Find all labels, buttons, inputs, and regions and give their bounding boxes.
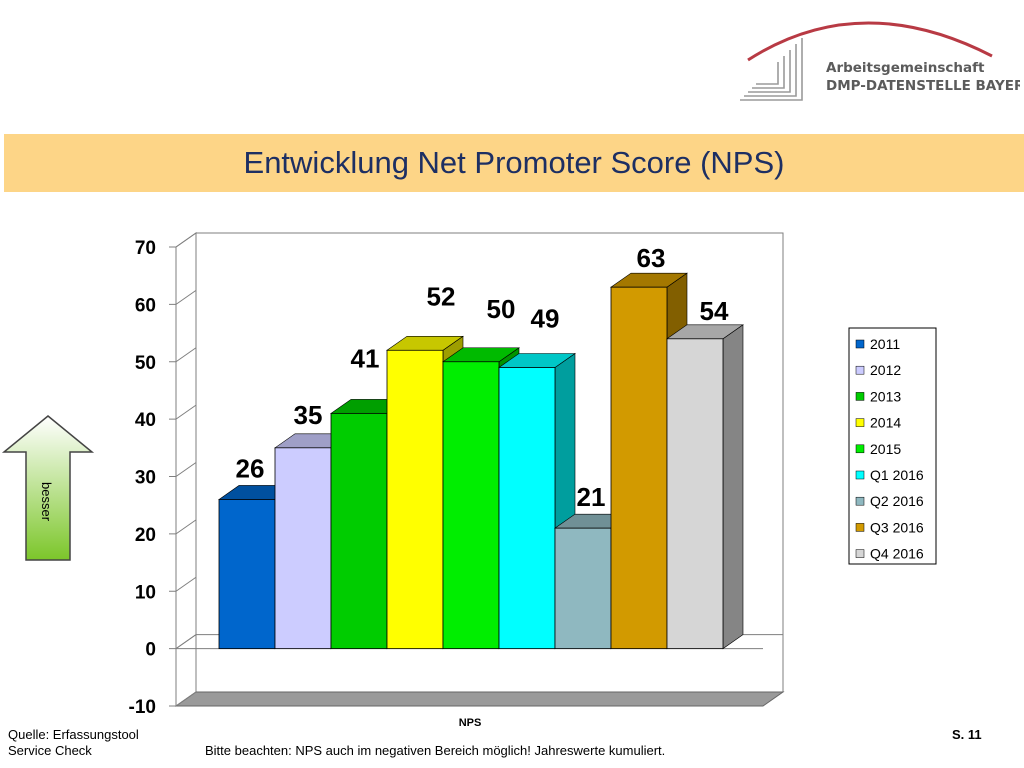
y-tick-label: -10	[129, 697, 156, 718]
legend-swatch	[855, 470, 865, 480]
bar-front	[498, 367, 556, 650]
data-label-2015: 50	[487, 294, 516, 324]
y-tick-label: 70	[135, 238, 156, 259]
data-label-q4-2016: 54	[700, 296, 729, 326]
legend-label: 2013	[870, 388, 901, 404]
bar-front	[218, 499, 276, 650]
y-tick-depth	[175, 462, 197, 477]
title-banner: Entwicklung Net Promoter Score (NPS)	[4, 134, 1024, 192]
data-label-2014: 52	[427, 281, 456, 311]
legend-item: 2014	[855, 415, 901, 431]
data-label-2011: 26	[236, 453, 265, 483]
y-tick-depth	[175, 519, 197, 535]
legend-swatch	[855, 549, 865, 558]
legend-item: Q4 2016	[855, 546, 924, 562]
legend-label: Q2 2016	[870, 493, 924, 509]
footer-source: Quelle: Erfassungstool Service Check	[8, 727, 139, 759]
legend-label: 2011	[870, 336, 900, 352]
legend-label: 2012	[870, 362, 901, 378]
legend-swatch	[855, 339, 865, 349]
x-axis-label: NPS	[459, 717, 482, 729]
y-tick-depth	[175, 232, 197, 248]
footer-note: Bitte beachten: NPS auch im negativen Be…	[205, 743, 666, 758]
legend-item: 2011	[855, 336, 900, 352]
y-tick-label: 40	[135, 410, 156, 431]
legend-item: Q3 2016	[855, 519, 924, 535]
y-tick-label: 60	[135, 295, 156, 316]
bar-front	[330, 412, 388, 650]
legend-label: 2015	[870, 441, 901, 457]
legend-label: 2014	[870, 415, 901, 431]
logo-lines	[740, 38, 803, 101]
legend-item: 2015	[855, 441, 901, 457]
legend-item: 2013	[855, 388, 901, 404]
bar-q4-2016	[666, 324, 744, 650]
bar-front	[386, 349, 444, 650]
legend-label: Q1 2016	[870, 467, 924, 483]
legend-item: 2012	[855, 362, 901, 378]
legend-swatch	[855, 392, 865, 401]
nps-chart: besser -10 0 10 20 30 40 50 60 70 NPS 26 35 41 52 50 4…	[1, 232, 937, 729]
chart-floor	[174, 691, 785, 707]
legend-swatch	[855, 523, 865, 532]
bar-front	[610, 286, 668, 650]
legend-item: Q1 2016	[855, 467, 924, 483]
legend-label: Q4 2016	[870, 546, 924, 562]
legend-label: Q3 2016	[870, 519, 924, 535]
data-label-q3-2016: 63	[637, 243, 666, 273]
y-tick-label: 0	[145, 640, 156, 661]
y-tick-depth	[175, 691, 197, 707]
logo-line2: DMP-DATENSTELLE BAYERN	[826, 78, 1020, 94]
bar-front	[274, 447, 332, 650]
y-tick-label: 50	[135, 353, 156, 374]
logo-line1: Arbeitsgemeinschaft	[826, 60, 985, 76]
y-tick-depth	[175, 634, 197, 650]
y-tick-depth	[175, 576, 197, 592]
slide-title: Entwicklung Net Promoter Score (NPS)	[243, 145, 785, 180]
bar-front	[666, 338, 724, 650]
arrow-up-icon	[1, 415, 95, 561]
page-number: S. 11	[952, 727, 982, 742]
y-tick-label: 20	[135, 525, 156, 546]
logo-arc	[747, 21, 993, 62]
y-tick-label: 30	[135, 468, 156, 489]
footer-source-line1: Quelle: Erfassungstool	[8, 727, 139, 742]
legend-swatch	[855, 496, 865, 506]
data-label-q2-2016: 21	[577, 482, 606, 512]
arrow-label: besser	[39, 482, 54, 522]
data-label-q1-2016: 49	[531, 303, 560, 333]
legend-item: Q2 2016	[855, 493, 924, 509]
footer-source-line2: Service Check	[8, 743, 92, 758]
bar-side	[722, 324, 744, 650]
y-tick-depth	[175, 404, 197, 420]
bar-front	[442, 361, 500, 650]
better-arrow: besser	[1, 415, 95, 561]
legend-swatch	[855, 418, 865, 427]
bar-front	[554, 527, 612, 650]
y-tick-label: 10	[135, 582, 156, 603]
data-label-2012: 35	[294, 400, 323, 430]
logo: Arbeitsgemeinschaft DMP-DATENSTELLE BAYE…	[740, 21, 1020, 101]
y-tick-depth	[175, 289, 197, 305]
y-tick-depth	[175, 347, 197, 363]
legend-swatch	[855, 444, 865, 454]
legend-swatch	[855, 365, 865, 375]
data-label-2013: 41	[351, 343, 380, 373]
